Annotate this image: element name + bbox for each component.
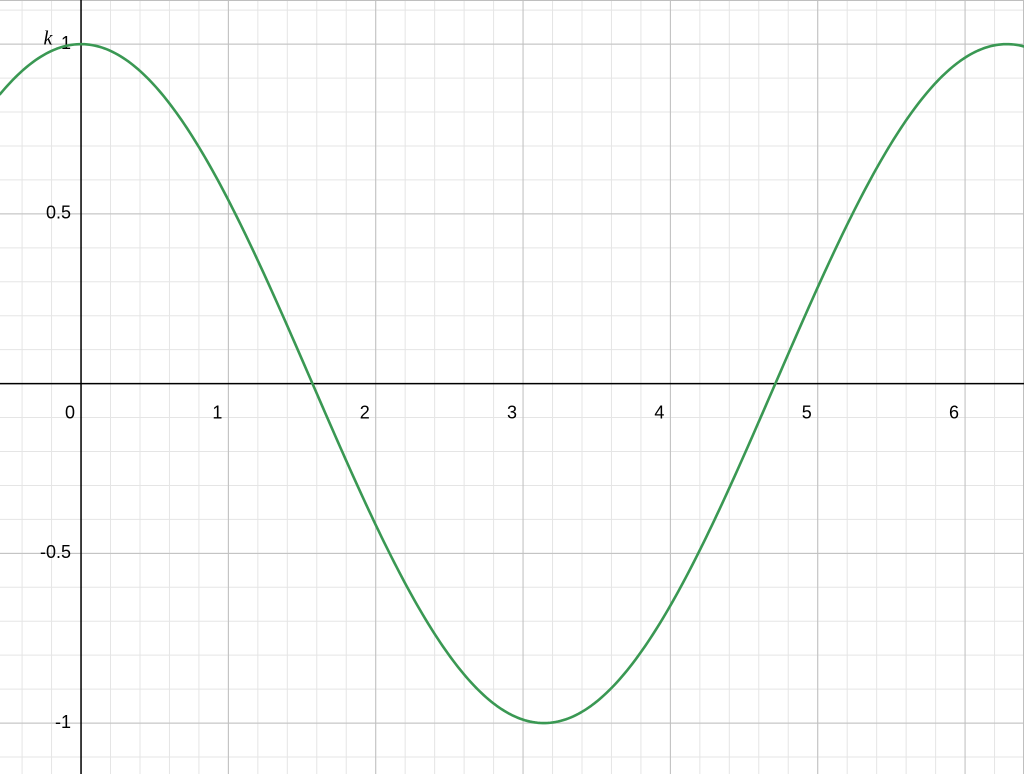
y-tick-label: -1 — [55, 712, 71, 732]
x-tick-label: 5 — [802, 402, 812, 422]
x-tick-label: 3 — [507, 402, 517, 422]
x-tick-label: 4 — [654, 402, 664, 422]
y-tick-label: 1 — [61, 33, 71, 53]
x-tick-label: 1 — [212, 402, 222, 422]
cosine-chart: 0123456-1-0.50.51k — [0, 0, 1024, 774]
x-tick-label: 6 — [949, 402, 959, 422]
chart-background — [0, 0, 1024, 774]
y-tick-label: -0.5 — [40, 542, 71, 562]
x-tick-label: 2 — [360, 402, 370, 422]
x-tick-label: 0 — [65, 402, 75, 422]
y-axis-name: k — [44, 28, 54, 50]
y-tick-label: 0.5 — [46, 203, 71, 223]
